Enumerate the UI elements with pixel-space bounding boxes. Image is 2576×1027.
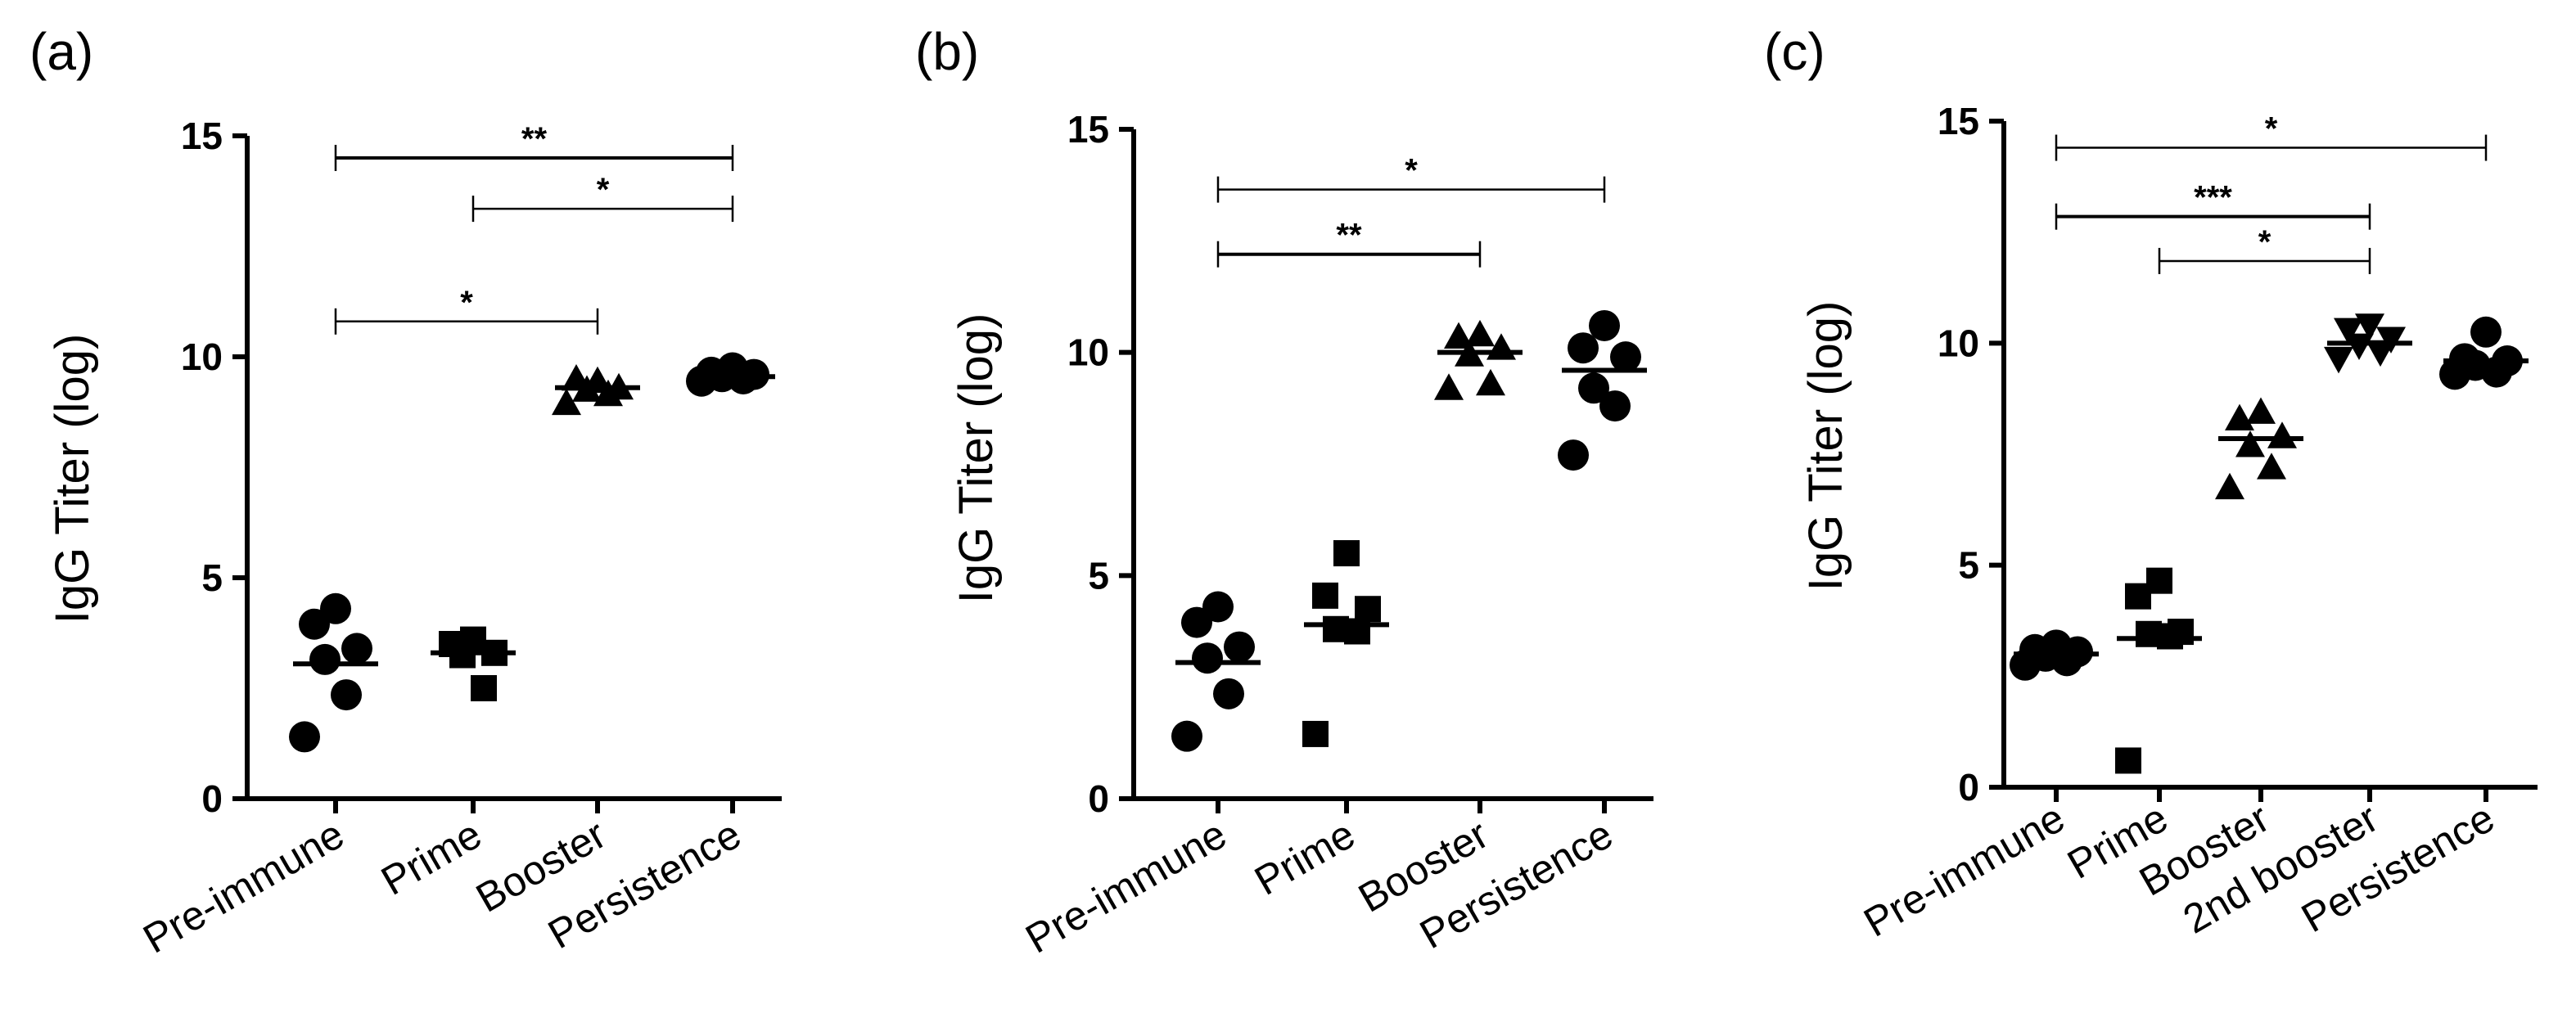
data-point (1589, 309, 1620, 341)
data-point (593, 379, 623, 407)
y-tick-label: 15 (1938, 100, 1979, 142)
data-point (341, 633, 372, 664)
data-point (2439, 358, 2470, 390)
data-point (2257, 453, 2286, 480)
panel-b: (b) IgG Titer (log) 0 5 10 15 Pre-immune Prim… (915, 22, 1653, 962)
significance-label: * (597, 172, 610, 208)
data-point (1213, 678, 1244, 709)
data-point (2051, 645, 2082, 677)
data-point (1487, 333, 1516, 360)
panel-a-letter: (a) (29, 22, 93, 81)
data-point (1568, 332, 1599, 364)
data-point (2355, 313, 2384, 340)
x-tick-label: Pre-immune (136, 811, 352, 962)
significance-label: * (2265, 111, 2278, 147)
y-tick-label: 5 (201, 556, 223, 599)
data-point (552, 388, 581, 416)
data-point (1444, 322, 1473, 349)
data-point (1344, 618, 1370, 645)
data-point (2334, 318, 2363, 345)
significance-label: ** (521, 121, 548, 157)
data-point (331, 679, 362, 711)
data-point (1476, 368, 1505, 396)
data-point (1599, 390, 1631, 422)
data-point (309, 643, 341, 675)
y-tick-label: 0 (1088, 777, 1109, 820)
y-tick-label: 10 (181, 336, 223, 378)
x-tick-label: Pre-immune (1018, 811, 1234, 962)
panel-b-y-axis-label: IgG Titer (log) (950, 313, 1003, 604)
data-point (2115, 747, 2141, 774)
data-point (1302, 720, 1329, 747)
panel-c: (c) IgG Titer (log) 051015Pre-immunePrim… (1764, 22, 2538, 946)
x-tick-label: Prime (373, 811, 489, 904)
y-tick-label: 5 (1088, 554, 1109, 597)
x-tick-label: Pre-immune (1856, 795, 2073, 946)
data-point (1610, 341, 1641, 373)
data-point (2235, 430, 2265, 457)
data-point (1465, 319, 1495, 347)
data-point (2324, 346, 2353, 374)
data-point (2010, 649, 2041, 681)
data-point (1434, 373, 1464, 400)
data-point (471, 675, 497, 701)
data-point (1312, 582, 1338, 609)
data-point (2366, 340, 2395, 367)
significance-label: * (1405, 153, 1418, 189)
y-tick-label: 10 (1067, 331, 1109, 374)
panel-b-letter: (b) (915, 22, 979, 81)
data-point (299, 608, 330, 640)
x-tick-label: Prime (1247, 811, 1362, 904)
y-tick-label: 0 (1958, 766, 1979, 809)
data-point (1181, 606, 1212, 638)
data-point (2225, 403, 2254, 430)
data-point (686, 365, 717, 397)
panel-a: (a) IgG Titer (log) 0 5 10 15 Pre-immune Prim… (29, 22, 782, 962)
y-tick-label: 10 (1938, 322, 1979, 364)
data-point (2470, 316, 2502, 348)
data-point (2125, 583, 2151, 610)
panel-c-y-axis-label: IgG Titer (log) (1799, 301, 1852, 592)
y-tick-label: 15 (1067, 108, 1109, 151)
y-tick-label: 5 (1958, 544, 1979, 587)
significance-label: * (2258, 224, 2271, 260)
y-tick-label: 15 (181, 115, 223, 157)
significance-label: ** (1336, 218, 1362, 254)
panel-c-letter: (c) (1764, 22, 1825, 81)
data-point (2481, 356, 2512, 388)
data-point (1578, 372, 1609, 404)
y-tick-label: 0 (201, 777, 223, 820)
data-point (2344, 333, 2374, 361)
data-point (1558, 439, 1589, 471)
panel-a-y-axis-label: IgG Titer (log) (46, 334, 99, 624)
data-point (1224, 631, 1255, 663)
significance-label: *** (2194, 180, 2232, 216)
data-point (2376, 327, 2406, 354)
data-point (289, 721, 320, 753)
data-point (2215, 472, 2244, 500)
data-point (1355, 596, 1381, 623)
data-point (1171, 720, 1202, 752)
data-point (2246, 397, 2276, 424)
significance-label: * (460, 285, 473, 321)
data-point (2267, 421, 2297, 448)
data-point (1192, 642, 1223, 674)
data-point (1333, 540, 1360, 567)
data-point (1202, 591, 1234, 623)
